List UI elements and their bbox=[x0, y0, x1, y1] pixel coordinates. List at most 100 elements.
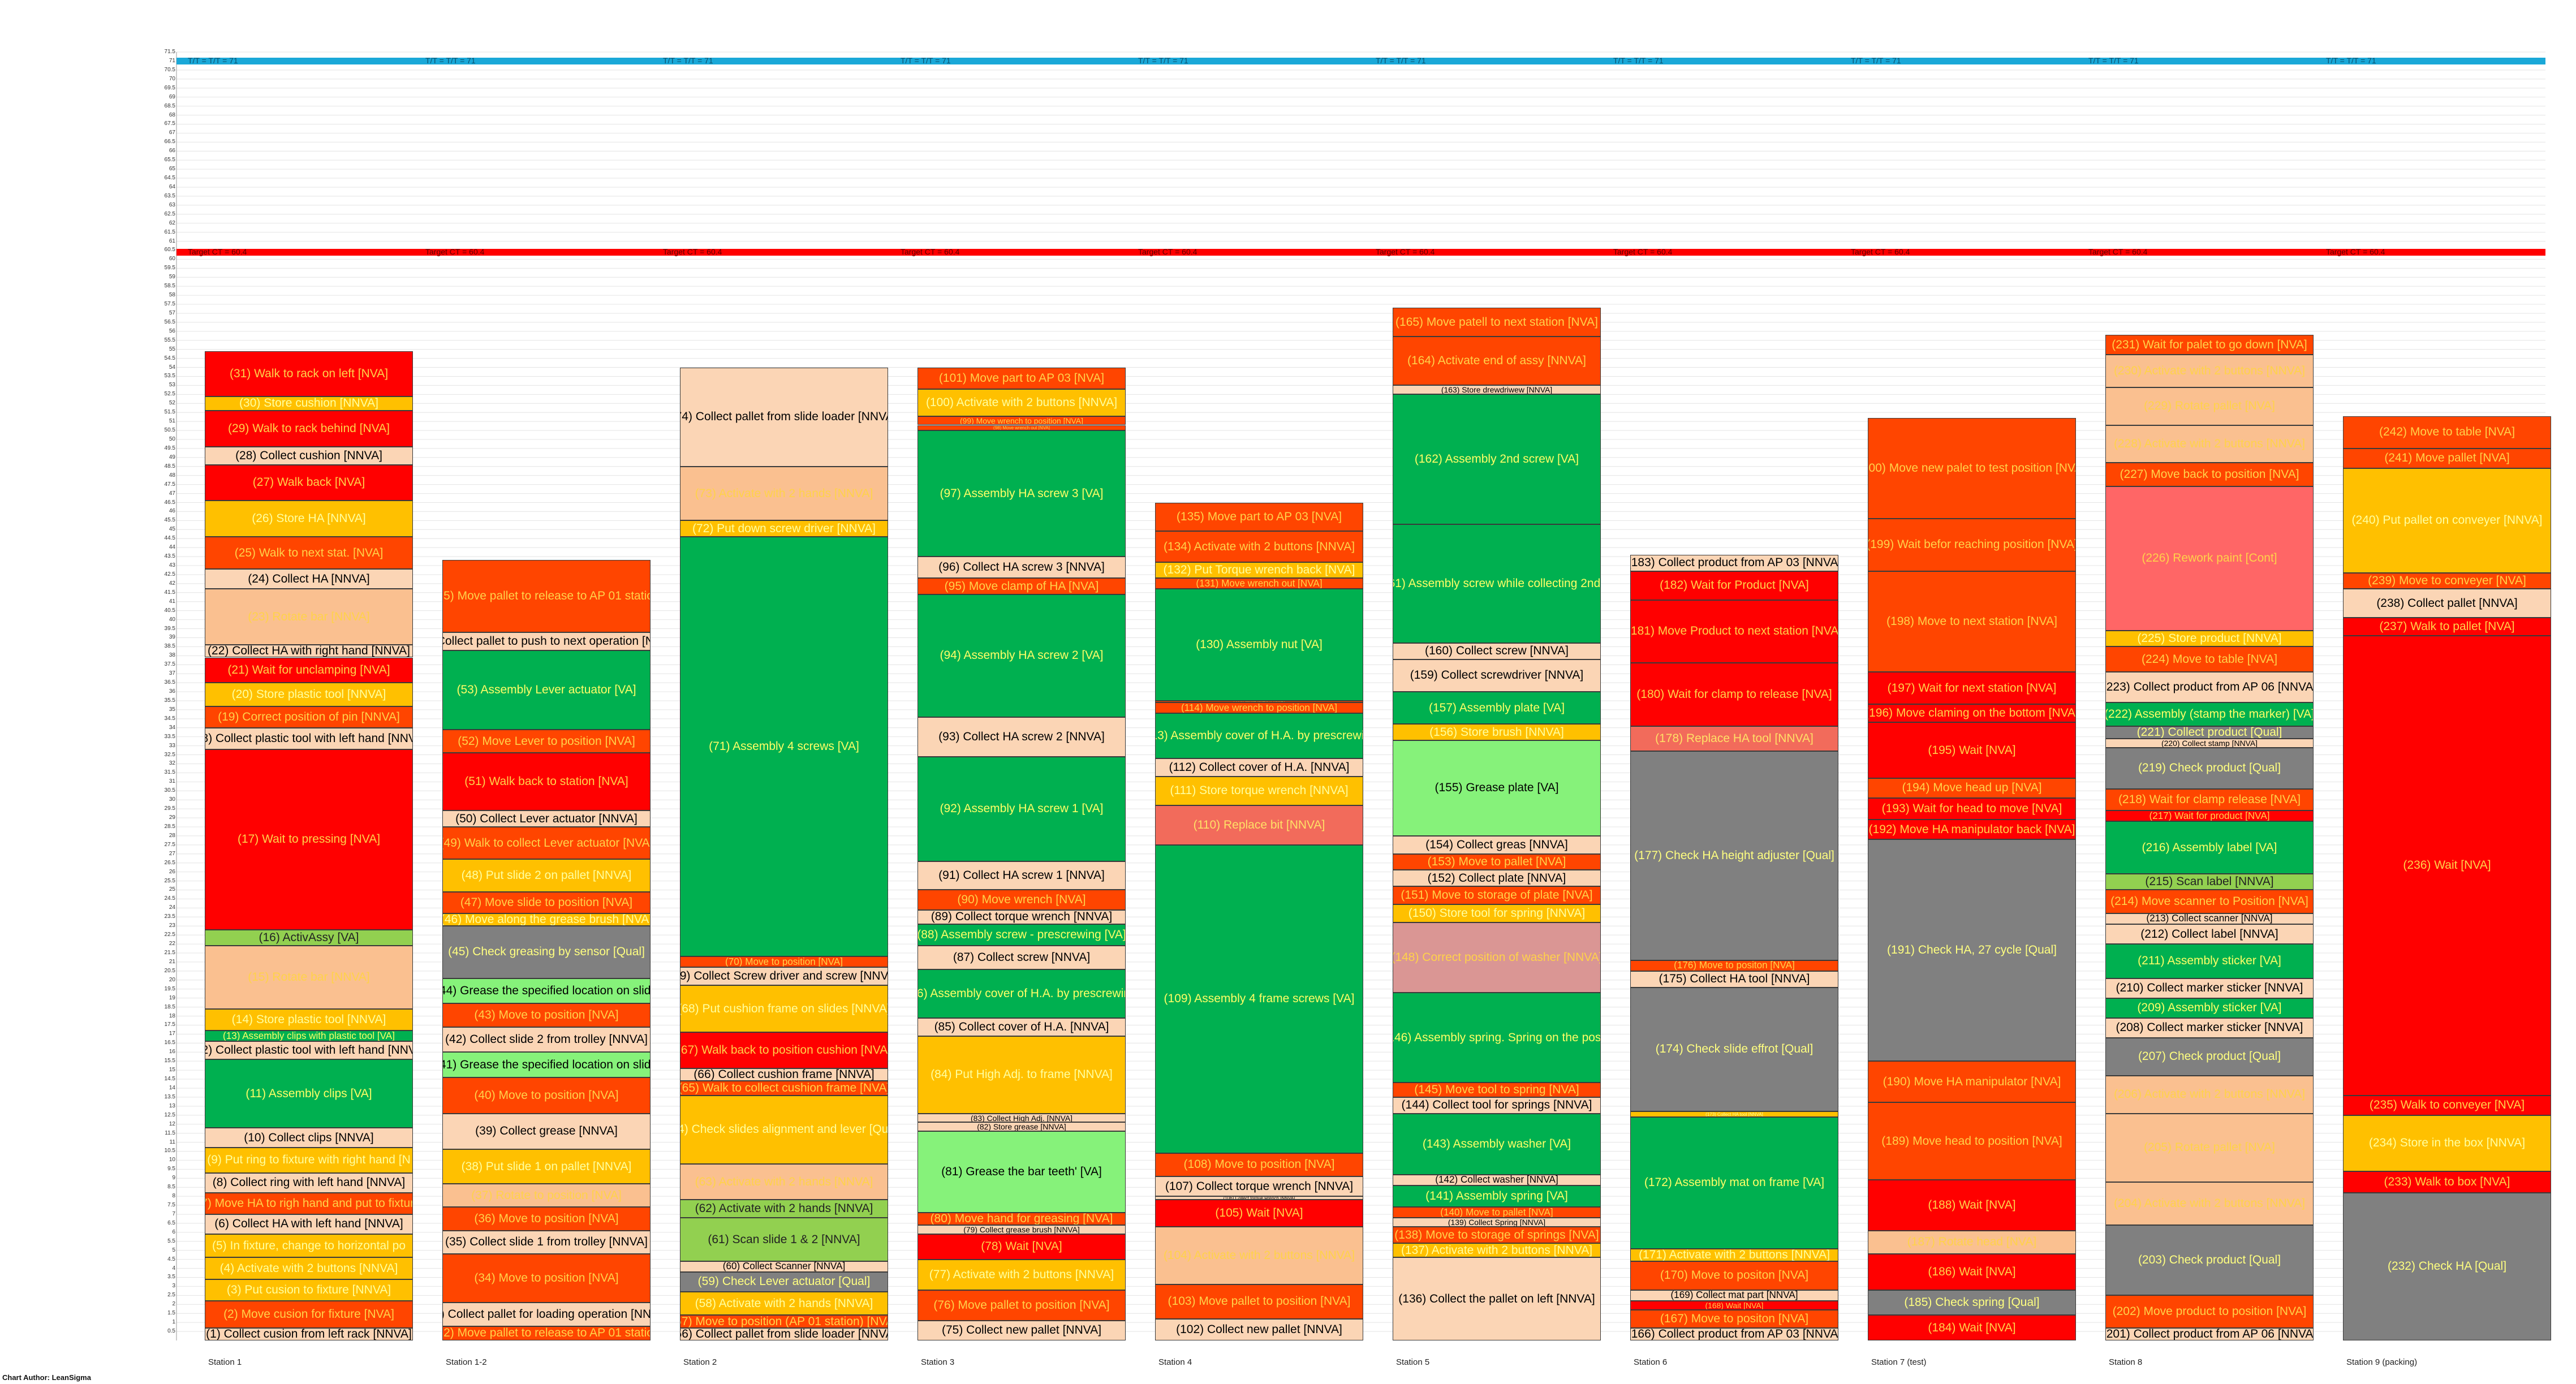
bar-segment-label: (224) Move to table [NVA] bbox=[2141, 652, 2278, 666]
bar-segment: (34) Move to position [NVA] bbox=[442, 1254, 651, 1303]
bar-segment: (140) Move to pallet [NVA] bbox=[1393, 1207, 1601, 1218]
y-tick-label: 0.5 bbox=[167, 1328, 175, 1335]
bar-segment: (29) Walk to rack behind [NVA] bbox=[205, 411, 413, 447]
bar-segment: (89) Collect torque wrench [NNVA] bbox=[917, 909, 1126, 925]
bar-segment-label: (186) Wait [NVA] bbox=[1928, 1265, 2016, 1278]
bar-segment: (20) Store plastic tool [NNVA] bbox=[205, 683, 413, 706]
bar-segment-label: (109) Assembly 4 frame screws [VA] bbox=[1164, 992, 1355, 1006]
y-tick-label: 52.5 bbox=[164, 391, 175, 398]
y-tick-label: 69.5 bbox=[164, 84, 175, 91]
bar-segment: (13) Assembly clips with plastic tool [V… bbox=[205, 1031, 413, 1042]
bar-segment: (173) Collect HA tool [NNVA] bbox=[1630, 1111, 1838, 1117]
bar-segment: (94) Assembly HA screw 2 [VA] bbox=[917, 594, 1126, 717]
bar-segment: (111) Store torque wrench [NNVA] bbox=[1155, 776, 1363, 805]
bar-segment: (115) Move wrench [NVA] bbox=[1155, 700, 1363, 703]
bar-segment-label: (213) Collect scanner [NNVA] bbox=[2146, 913, 2273, 924]
bar-segment: (169) Collect mat part [NNVA] bbox=[1630, 1290, 1838, 1301]
reference-line-target bbox=[176, 248, 2545, 256]
y-tick-label: 12.5 bbox=[164, 1111, 175, 1118]
bar-segment-label: (157) Assembly plate [VA] bbox=[1428, 701, 1565, 714]
y-tick-label: 9 bbox=[172, 1175, 175, 1182]
y-tick-label: 35.5 bbox=[164, 697, 175, 704]
bar-segment-label: (97) Assembly HA screw 3 [VA] bbox=[940, 486, 1104, 500]
bar-segment: (174) Check slide effrot [Qual] bbox=[1630, 987, 1838, 1112]
bar-segment: (35) Collect slide 1 from trolley [NNVA] bbox=[442, 1230, 651, 1254]
bar-segment-label: (18) Collect plastic tool with left hand… bbox=[205, 731, 412, 745]
y-tick-label: 31 bbox=[169, 778, 175, 785]
bar-segment-label: (183) Collect product from AP 03 [NNVA] bbox=[1630, 556, 1838, 570]
bar-segment-label: (28) Collect cushion [NNVA] bbox=[235, 449, 382, 462]
bar-segment-label: (175) Collect HA tool [NNVA] bbox=[1659, 972, 1810, 986]
bar-segment-label: (217) Wait for product [NVA] bbox=[2149, 810, 2270, 821]
bar-segment-label: (48) Put slide 2 on pallet [NNVA] bbox=[461, 869, 632, 882]
bar-segment: (66) Collect cushion frame [NNVA] bbox=[680, 1068, 888, 1081]
bar-segment: (9) Put ring to fixture with right hand … bbox=[205, 1148, 413, 1173]
bar-segment-label: (140) Move to pallet [NVA] bbox=[1440, 1207, 1553, 1218]
y-tick-label: 19 bbox=[169, 994, 175, 1001]
bar-segment-label: (85) Collect cover of H.A. [NNVA] bbox=[934, 1020, 1109, 1033]
y-tick-label: 54 bbox=[169, 364, 175, 370]
reference-line-label: Target CT = 60.4 bbox=[425, 247, 485, 256]
y-tick-label: 49 bbox=[169, 454, 175, 460]
y-tick-label: 55.5 bbox=[164, 337, 175, 343]
y-tick-label: 53 bbox=[169, 382, 175, 389]
bar-segment-label: (156) Store brush [NNVA] bbox=[1429, 725, 1564, 739]
bar-segment-label: (154) Collect greas [NNVA] bbox=[1425, 838, 1568, 851]
bar-segment: (132) Put Torque wrench back [NVA] bbox=[1155, 562, 1363, 579]
bar-segment: (54) Collect pallet to push to next oper… bbox=[442, 632, 651, 650]
bar-segment-label: (225) Store product [NNVA] bbox=[2137, 632, 2282, 645]
bar-segment-label: (137) Activate with 2 buttons [NNVA] bbox=[1401, 1243, 1593, 1257]
y-tick-label: 48 bbox=[169, 472, 175, 478]
bar-segment: (43) Move to position [NVA] bbox=[442, 1003, 651, 1027]
bar-segment-label: (169) Collect mat part [NNVA] bbox=[1670, 1290, 1798, 1301]
bar-segment: (11) Assembly clips [VA] bbox=[205, 1059, 413, 1128]
bar-segment-label: (219) Check product [Qual] bbox=[2138, 761, 2281, 775]
bar-segment-label: (51) Walk back to station [NVA] bbox=[464, 775, 628, 788]
reference-line-label: Target CT = 60.4 bbox=[901, 247, 960, 256]
bar-segment: (171) Activate with 2 buttons [NNVA] bbox=[1630, 1248, 1838, 1261]
bar-segment: (195) Wait [NVA] bbox=[1868, 722, 2076, 778]
y-tick-label: 46 bbox=[169, 508, 175, 515]
bar-segment-label: (210) Collect marker sticker [NNVA] bbox=[2116, 981, 2303, 995]
reference-line-label: Target CT = 60.4 bbox=[1613, 247, 1673, 256]
bar-segment-label: (205) Rotate pallet [NVA] bbox=[2144, 1141, 2275, 1154]
y-tick-label: 12 bbox=[169, 1120, 175, 1127]
bar-segment-label: (65) Walk to collect cushion frame [NVA] bbox=[680, 1081, 888, 1094]
bar-segment: (2) Move cusion for fixture [NVA] bbox=[205, 1300, 413, 1328]
bar-segment: (201) Collect product from AP 06 [NNVA] bbox=[2105, 1327, 2314, 1340]
y-tick-label: 68 bbox=[169, 111, 175, 118]
bar-segment: (150) Store tool for spring [NNVA] bbox=[1393, 904, 1601, 922]
bar-segment: (14) Store plastic tool [NNVA] bbox=[205, 1008, 413, 1031]
bar-segment-label: (143) Assembly washer [VA] bbox=[1422, 1137, 1571, 1150]
bar-segment-label: (134) Activate with 2 buttons [NNVA] bbox=[1163, 540, 1355, 553]
bar-segment-label: (142) Collect washer [NNVA] bbox=[1435, 1174, 1558, 1185]
bar-segment: (207) Check product [Qual] bbox=[2105, 1037, 2314, 1076]
bar-segment: (53) Assembly Lever actuator [VA] bbox=[442, 650, 651, 730]
bar-segment-label: (105) Wait [NVA] bbox=[1215, 1206, 1303, 1220]
y-tick-label: 56 bbox=[169, 327, 175, 334]
bar-segment-label: (89) Collect torque wrench [NNVA] bbox=[931, 910, 1113, 924]
y-tick-label: 45.5 bbox=[164, 517, 175, 524]
bar-segment-label: (19) Correct position of pin [NNVA] bbox=[218, 710, 400, 723]
bar-segment-label: (208) Collect marker sticker [NNVA] bbox=[2116, 1021, 2303, 1034]
bar-segment-label: (53) Assembly Lever actuator [VA] bbox=[456, 683, 636, 696]
bar-segment-label: (99) Move wrench to position [NVA] bbox=[960, 416, 1083, 425]
y-tick-label: 7.5 bbox=[167, 1202, 175, 1209]
bar-segment: (164) Activate end of assy [NNVA] bbox=[1393, 337, 1601, 386]
bar-segment: (38) Put slide 1 on pallet [NNVA] bbox=[442, 1149, 651, 1184]
bar-segment-label: (131) Move wrench out [NVA] bbox=[1196, 578, 1323, 589]
y-tick-label: 23.5 bbox=[164, 913, 175, 920]
bar-segment: (183) Collect product from AP 03 [NNVA] bbox=[1630, 554, 1838, 571]
bar-segment-label: (55) Move pallet to release to AP 01 sta… bbox=[442, 589, 651, 603]
y-tick-label: 42 bbox=[169, 580, 175, 587]
bar-segment-label: (79) Collect grease brush [NNVA] bbox=[963, 1225, 1080, 1235]
bar-segment-label: (40) Move to position [NVA] bbox=[474, 1088, 619, 1102]
bar-segment-label: (73) Activate with 2 hands [NNVA] bbox=[695, 486, 873, 500]
bar-segment: (113) Assembly cover of H.A. by prescrew… bbox=[1155, 713, 1363, 758]
bar-segment: (205) Rotate pallet [NVA] bbox=[2105, 1113, 2314, 1182]
bar-segment-label: (33) Collect pallet for loading operatio… bbox=[443, 1307, 651, 1321]
bar-segment-label: (98) Move wrench out [NVA] bbox=[993, 425, 1050, 430]
y-tick-label: 11 bbox=[169, 1139, 175, 1145]
bar-segment-label: (66) Collect cushion frame [NNVA] bbox=[693, 1068, 875, 1081]
bar-segment: (163) Store drewdriwew [NNVA] bbox=[1393, 385, 1601, 395]
